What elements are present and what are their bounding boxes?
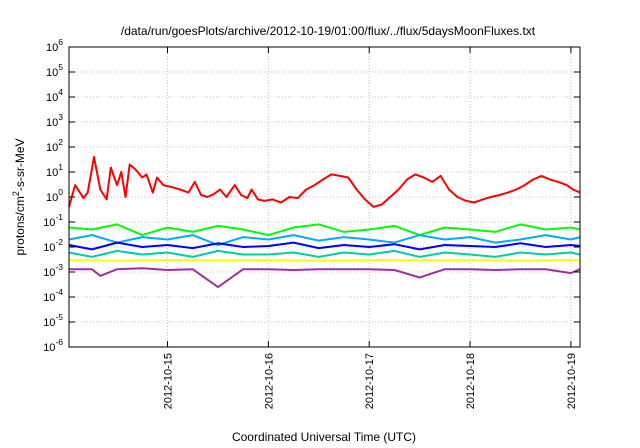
series-line-3 xyxy=(68,241,581,251)
chart-title: /data/run/goesPlots/archive/2012-10-19/0… xyxy=(121,24,536,38)
y-tick-label-exp: -4 xyxy=(55,287,63,297)
series-line-6 xyxy=(69,267,581,289)
y-tick-label: 100 xyxy=(46,187,63,204)
y-axis-label: protons/cm2-s-sr-MeV xyxy=(11,138,27,255)
x-tick-label: 2012-10-19 xyxy=(566,353,578,409)
y-axis-label-tail: -s-sr-MeV xyxy=(13,138,27,191)
tick-layer: 10-610-510-410-310-210-11001011021031041… xyxy=(43,37,580,409)
y-tick-label-exp: 4 xyxy=(58,87,63,97)
y-tick-label: 104 xyxy=(46,87,63,104)
y-tick-label: 101 xyxy=(46,162,63,179)
y-tick-label-base: 10 xyxy=(43,217,55,229)
y-tick-label: 10-2 xyxy=(43,237,63,254)
y-tick-label-base: 10 xyxy=(46,117,58,129)
y-tick-label-base: 10 xyxy=(46,42,58,54)
y-axis-label-base: protons/cm xyxy=(13,196,27,255)
series-line-4 xyxy=(68,249,581,258)
y-tick-label: 103 xyxy=(46,112,63,129)
y-tick-label-base: 10 xyxy=(46,67,58,79)
series-line-0 xyxy=(68,155,581,208)
x-tick-label: 2012-10-16 xyxy=(263,353,275,409)
series-line-1 xyxy=(68,223,581,237)
y-tick-label-exp: 2 xyxy=(58,137,63,147)
x-tick-label: 2012-10-18 xyxy=(465,353,477,409)
y-tick-label: 102 xyxy=(46,137,63,154)
y-tick-label-exp: 3 xyxy=(58,112,63,122)
y-tick-label: 10-1 xyxy=(43,212,63,229)
y-tick-label-exp: -2 xyxy=(55,237,63,247)
y-tick-label-base: 10 xyxy=(46,142,58,154)
y-tick-label-base: 10 xyxy=(43,317,55,329)
y-tick-label-exp: -3 xyxy=(55,262,63,272)
y-tick-label-base: 10 xyxy=(46,92,58,104)
x-axis-label: Coordinated Universal Time (UTC) xyxy=(232,430,416,444)
series-line-5 xyxy=(68,259,580,262)
y-tick-label-base: 10 xyxy=(46,167,58,179)
y-tick-label: 10-3 xyxy=(43,262,63,279)
y-tick-label: 105 xyxy=(46,62,63,79)
y-tick-label-base: 10 xyxy=(43,342,55,354)
x-tick-label: 2012-10-15 xyxy=(163,353,175,409)
y-tick-label-base: 10 xyxy=(46,192,58,204)
series-layer xyxy=(68,155,581,289)
y-tick-label: 10-5 xyxy=(43,312,63,329)
y-tick-label: 106 xyxy=(46,37,63,54)
y-tick-label-base: 10 xyxy=(43,292,55,304)
y-tick-label-exp: 1 xyxy=(58,162,63,172)
y-tick-label-exp: -5 xyxy=(55,312,63,322)
y-tick-label-exp: 0 xyxy=(58,187,63,197)
series-line-2 xyxy=(68,234,581,246)
y-tick-label-base: 10 xyxy=(43,267,55,279)
y-tick-label: 10-6 xyxy=(43,337,63,354)
y-tick-label-exp: -1 xyxy=(55,212,63,222)
y-tick-label-exp: 6 xyxy=(58,37,63,47)
y-axis-label-sup: 2 xyxy=(11,191,21,196)
y-tick-label-exp: -6 xyxy=(55,337,63,347)
y-tick-label: 10-4 xyxy=(43,287,63,304)
x-tick-label: 2012-10-17 xyxy=(364,353,376,409)
y-tick-label-exp: 5 xyxy=(58,62,63,72)
y-tick-label-base: 10 xyxy=(43,242,55,254)
